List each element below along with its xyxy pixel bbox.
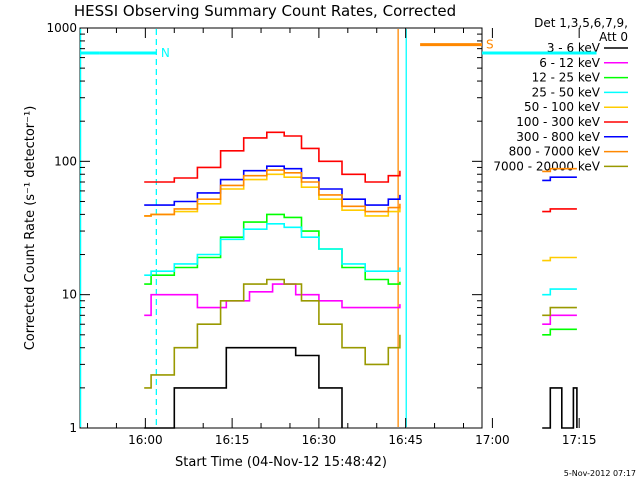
series-line-6	[144, 165, 401, 206]
plot-area: NS	[79, 29, 597, 429]
legend-label: 6 - 12 keV	[539, 56, 601, 70]
y-tick-label: 100	[54, 154, 77, 168]
x-tick-label: 16:30	[302, 433, 337, 447]
y-axis-label: Corrected Count Rate (s⁻¹ detector⁻¹)	[23, 106, 38, 351]
plot-frame	[79, 27, 483, 429]
timestamp-footer: 5-Nov-2012 07:17	[564, 469, 636, 478]
x-tick-label: 16:00	[128, 433, 163, 447]
series-line-2	[144, 213, 401, 285]
legend-label: 12 - 25 keV	[532, 71, 601, 85]
series-line-0	[542, 387, 578, 429]
y-axis: 1 10 100 1000	[46, 21, 482, 435]
y-tick-label: 10	[62, 288, 77, 302]
series-line-3	[542, 288, 577, 296]
chart-title: HESSI Observing Summary Count Rates, Cor…	[74, 2, 456, 20]
series-line-5	[542, 208, 577, 213]
series-line-4	[144, 173, 401, 217]
legend-header-line-2: Att 0	[599, 30, 628, 44]
series-line-1	[144, 283, 401, 317]
legend-label: 25 - 50 keV	[532, 85, 601, 99]
state-bar-label: S	[486, 38, 494, 52]
x-tick-label: 16:45	[388, 433, 423, 447]
series-line-5	[144, 131, 401, 183]
series-line-7	[542, 167, 577, 173]
x-tick-label: 17:15	[562, 433, 597, 447]
state-bar-label: N	[161, 46, 170, 60]
legend-label: 50 - 100 keV	[524, 100, 601, 114]
x-axis-label: Start Time (04-Nov-12 15:48:42)	[175, 455, 387, 470]
y-tick-label: 1	[69, 421, 77, 435]
legend-label: 800 - 7000 keV	[509, 145, 601, 159]
series-line-4	[542, 256, 577, 262]
series-line-7	[144, 169, 401, 217]
legend-label: 100 - 300 keV	[516, 115, 600, 129]
series-line-8	[542, 306, 577, 317]
x-tick-label: 16:15	[215, 433, 250, 447]
series-line-3	[144, 223, 401, 276]
series-line-8	[144, 278, 401, 389]
series-line-0	[144, 346, 343, 429]
series-line-1	[542, 314, 577, 325]
legend-label: 7000 - 20000 keV	[493, 159, 600, 173]
series-line-2	[542, 328, 577, 336]
x-axis: 16:00 16:15 16:30 16:45 17:00 17:15	[87, 28, 597, 447]
series-line-6	[542, 176, 577, 182]
x-tick-label: 17:00	[475, 433, 510, 447]
y-tick-label: 1000	[46, 21, 77, 35]
legend-label: 300 - 800 keV	[516, 130, 600, 144]
legend-header-line-1: Det 1,3,5,6,7,9,	[534, 16, 628, 30]
